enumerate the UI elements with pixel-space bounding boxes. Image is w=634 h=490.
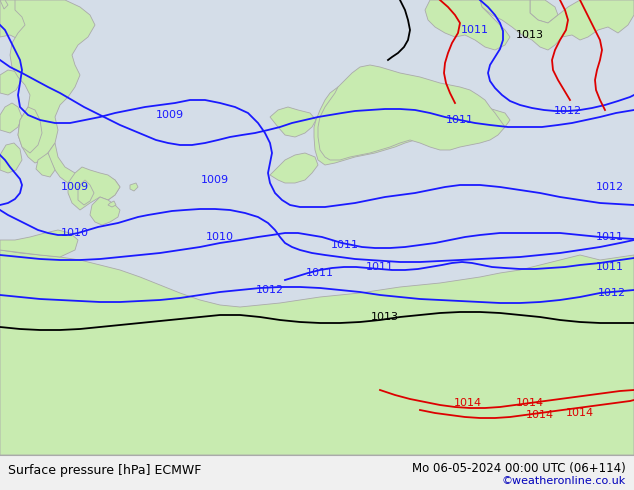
Text: 1009: 1009 (201, 175, 229, 185)
Polygon shape (480, 0, 634, 50)
Polygon shape (0, 143, 22, 173)
Text: ©weatheronline.co.uk: ©weatheronline.co.uk (501, 476, 626, 486)
Text: 1013: 1013 (371, 312, 399, 322)
Polygon shape (425, 0, 510, 50)
Text: 1011: 1011 (596, 232, 624, 242)
Polygon shape (68, 167, 120, 210)
Text: 1014: 1014 (454, 398, 482, 408)
Polygon shape (0, 103, 22, 133)
Polygon shape (108, 201, 116, 207)
Polygon shape (530, 0, 558, 23)
Text: Mo 06-05-2024 00:00 UTC (06+114): Mo 06-05-2024 00:00 UTC (06+114) (412, 462, 626, 474)
Polygon shape (36, 153, 55, 177)
Text: 1013: 1013 (516, 30, 544, 40)
Polygon shape (78, 180, 94, 205)
Polygon shape (318, 65, 505, 160)
Text: 1010: 1010 (61, 228, 89, 238)
Polygon shape (0, 0, 40, 47)
Polygon shape (0, 0, 8, 9)
Polygon shape (314, 77, 510, 165)
Text: 1011: 1011 (446, 115, 474, 125)
Polygon shape (0, 230, 78, 257)
Text: 1014: 1014 (526, 410, 554, 420)
Polygon shape (0, 70, 22, 95)
Polygon shape (10, 0, 95, 163)
Polygon shape (270, 153, 318, 183)
Text: 1011: 1011 (366, 262, 394, 272)
Text: 1011: 1011 (331, 240, 359, 250)
Text: 1009: 1009 (61, 182, 89, 192)
Text: 1011: 1011 (306, 268, 334, 278)
Polygon shape (18, 107, 42, 153)
Polygon shape (48, 143, 120, 200)
Text: 1012: 1012 (554, 106, 582, 116)
Polygon shape (270, 107, 316, 137)
Text: Surface pressure [hPa] ECMWF: Surface pressure [hPa] ECMWF (8, 464, 202, 476)
Text: 1010: 1010 (206, 232, 234, 242)
Text: 1014: 1014 (516, 398, 544, 408)
Polygon shape (90, 197, 120, 225)
Text: 1011: 1011 (461, 25, 489, 35)
Text: 1014: 1014 (566, 408, 594, 418)
Text: 1012: 1012 (596, 182, 624, 192)
Text: 1012: 1012 (598, 288, 626, 298)
Text: 1009: 1009 (156, 110, 184, 120)
Polygon shape (0, 250, 634, 455)
Text: 1012: 1012 (256, 285, 284, 295)
Text: 1011: 1011 (596, 262, 624, 272)
Polygon shape (130, 183, 138, 191)
